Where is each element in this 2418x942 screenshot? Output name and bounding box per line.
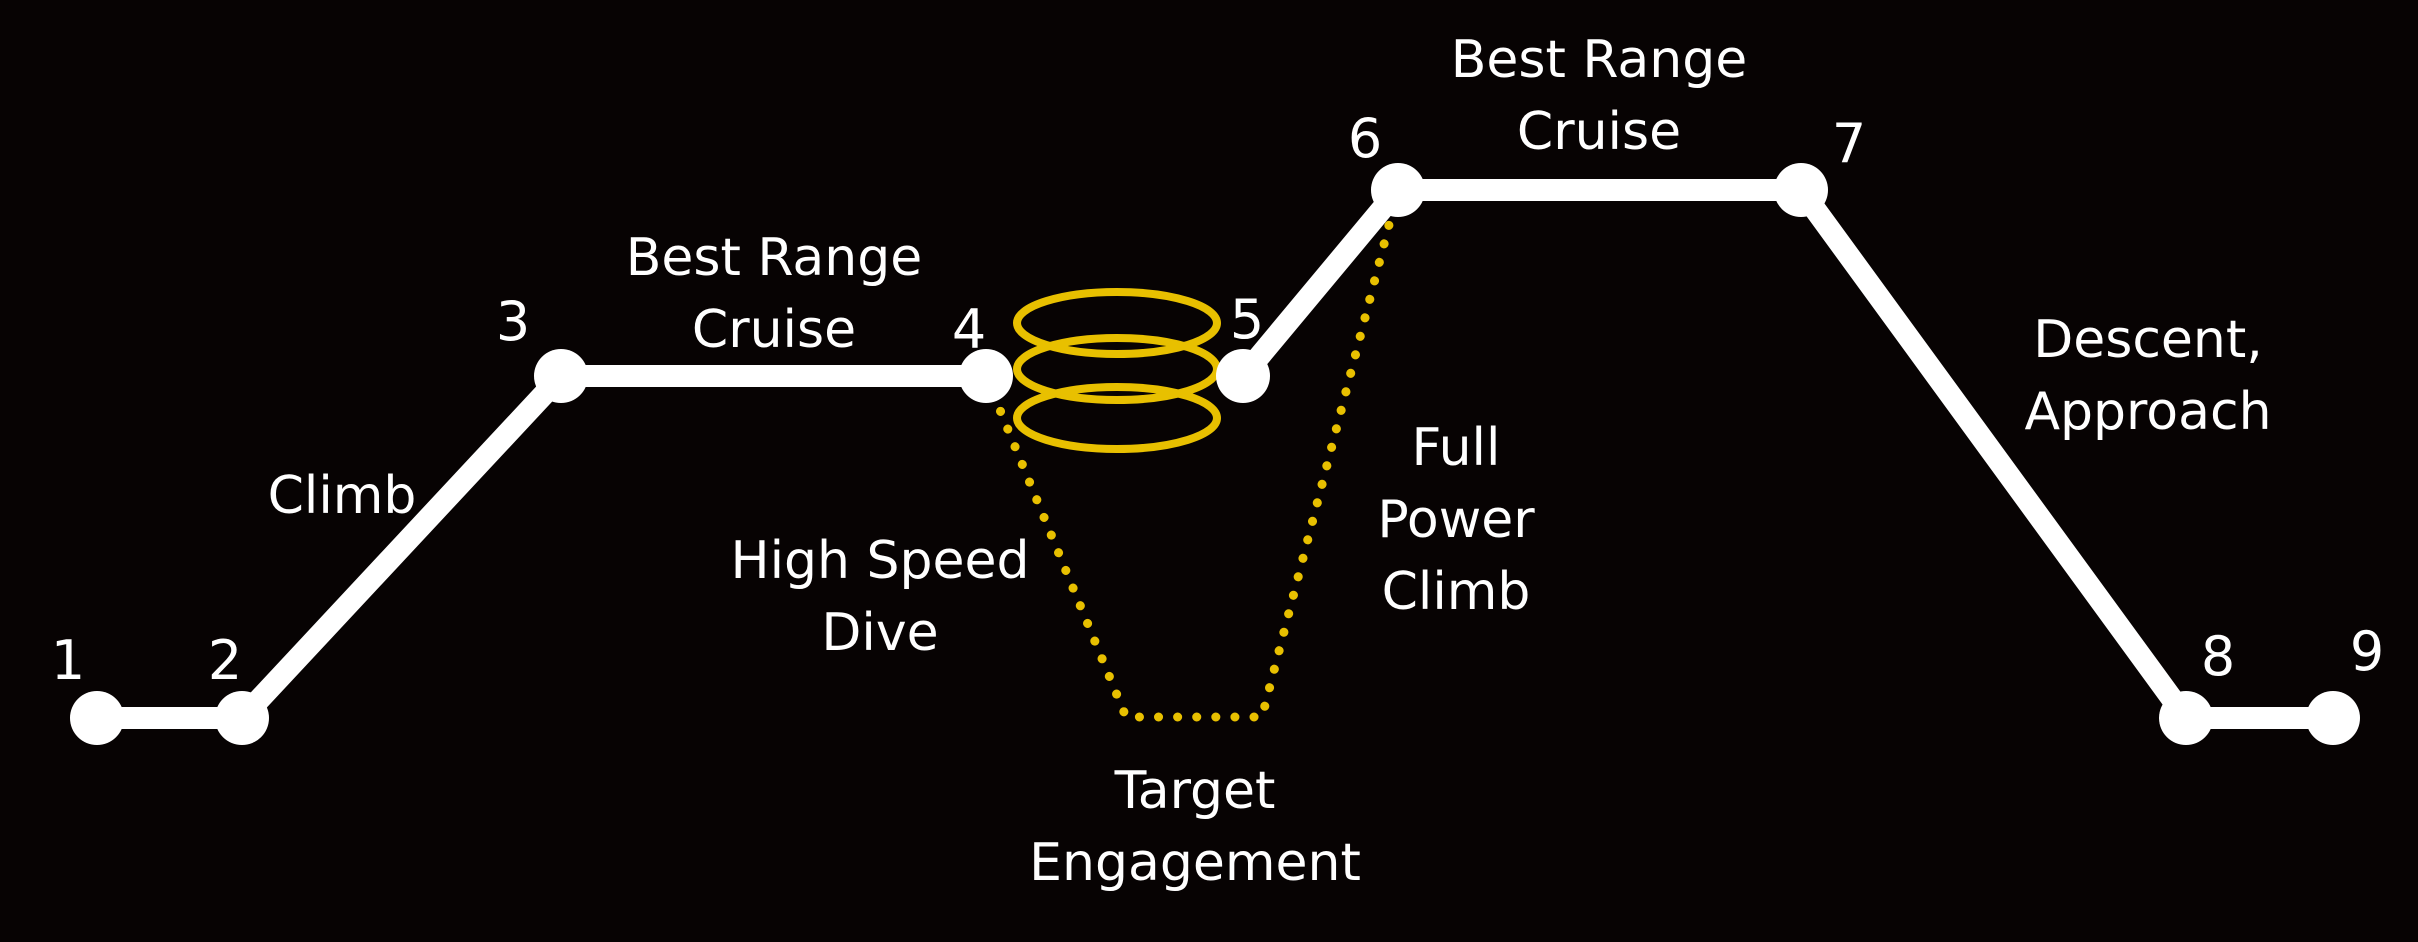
label-best-range-cruise-2-line2: Cruise <box>1517 102 1681 162</box>
waypoint-markers <box>70 163 2360 745</box>
waypoint-marker-2 <box>215 691 269 745</box>
label-climb: Climb <box>268 466 417 526</box>
flight-profile-path-return <box>1232 179 2344 729</box>
waypoint-marker-5 <box>1216 349 1270 403</box>
label-descent-approach-line2: Approach <box>2024 382 2271 442</box>
segment-labels: Climb Best Range Cruise Best Range Cruis… <box>268 30 2272 893</box>
loiter-ring-top <box>1013 288 1221 358</box>
label-best-range-cruise-1-line2: Cruise <box>692 300 856 360</box>
waypoint-marker-8 <box>2159 691 2213 745</box>
label-descent-approach-line1: Descent, <box>2033 310 2263 370</box>
waypoint-number-9: 9 <box>2350 620 2384 683</box>
waypoint-marker-9 <box>2306 691 2360 745</box>
label-high-speed-dive-line2: Dive <box>821 603 938 663</box>
waypoint-number-5: 5 <box>1230 288 1264 351</box>
waypoint-marker-6 <box>1371 163 1425 217</box>
waypoint-number-3: 3 <box>496 290 530 353</box>
label-best-range-cruise-1-line1: Best Range <box>626 228 923 288</box>
label-target-engagement-line2: Engagement <box>1029 833 1361 893</box>
label-full-power-climb-line3: Climb <box>1382 562 1531 622</box>
waypoint-marker-3 <box>534 349 588 403</box>
flight-profile-path <box>86 365 997 729</box>
label-full-power-climb-line2: Power <box>1377 490 1535 550</box>
label-high-speed-dive-line1: High Speed <box>730 531 1029 591</box>
loiter-ring-bottom <box>1013 383 1221 453</box>
label-best-range-cruise-2-line1: Best Range <box>1451 30 1748 90</box>
engagement-path-dotted <box>981 185 1403 722</box>
loiter-rings <box>1013 288 1221 453</box>
waypoint-number-7: 7 <box>1832 112 1866 175</box>
waypoint-number-8: 8 <box>2201 625 2235 688</box>
waypoint-number-1: 1 <box>51 629 85 692</box>
label-target-engagement-line1: Target <box>1114 761 1276 821</box>
waypoint-number-4: 4 <box>952 298 986 361</box>
waypoint-number-6: 6 <box>1348 107 1382 170</box>
waypoint-numbers: 1 2 3 4 5 6 7 8 9 <box>51 107 2384 692</box>
waypoint-marker-1 <box>70 691 124 745</box>
waypoint-marker-4 <box>959 349 1013 403</box>
waypoint-number-2: 2 <box>208 629 242 692</box>
waypoint-marker-7 <box>1774 163 1828 217</box>
label-full-power-climb-line1: Full <box>1412 418 1501 478</box>
